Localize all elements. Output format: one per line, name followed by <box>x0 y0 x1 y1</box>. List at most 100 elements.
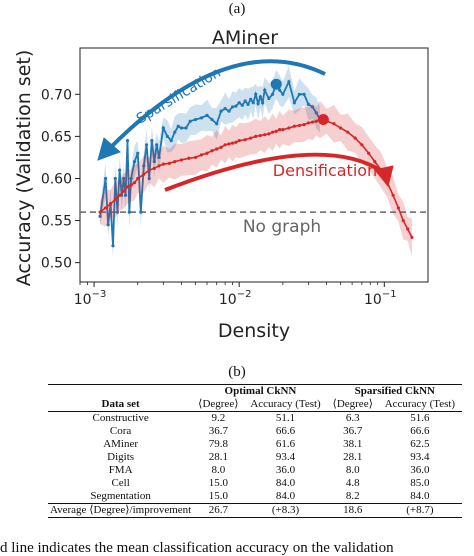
densification-point <box>109 202 113 206</box>
table-column-header-row: Data set ⟨Degree⟩ Accuracy (Test) ⟨Degre… <box>48 398 462 412</box>
cell-dataset: Segmentation <box>90 490 151 502</box>
cell-accuracy-optimal: 93.4 <box>275 451 296 463</box>
sparsification-point <box>287 80 291 84</box>
sparsification-point <box>152 160 156 164</box>
sparsification-point <box>147 176 151 181</box>
sparsification-point <box>314 111 318 115</box>
table-row: Cell 15.0 84.0 4.8 85.0 <box>48 477 462 490</box>
sparsification-point <box>243 99 247 103</box>
densification-point <box>258 133 262 138</box>
densification-point <box>152 166 156 170</box>
sparsification-point <box>258 95 262 99</box>
sparsification-point <box>173 130 177 134</box>
sparsification-point <box>199 116 204 120</box>
sparsification-point <box>111 244 115 248</box>
cell-degree-sparsified: 36.7 <box>343 425 363 437</box>
col-header-degree-optimal: ⟨Degree⟩ <box>198 398 239 410</box>
sparsification-point <box>188 119 192 123</box>
figure-caption: d line indicates the mean classification… <box>0 540 394 556</box>
x-tick-label: 10−1 <box>364 289 397 308</box>
group-header-sparsified: Sparsified CkNN <box>354 385 435 397</box>
chart-title: AMiner <box>212 27 278 49</box>
sparsification-point <box>179 126 184 130</box>
col-header-dataset: Data set <box>101 398 140 410</box>
sparsification-point <box>237 101 241 105</box>
sparsification-point <box>103 176 108 181</box>
y-tick-label: 0.70 <box>41 87 72 103</box>
densification-point <box>287 126 291 130</box>
y-tick-label: 0.50 <box>41 256 72 272</box>
table-row: Digits 28.1 93.4 28.1 93.4 <box>48 451 462 464</box>
sparsification-point <box>310 105 315 109</box>
densification-point <box>161 162 165 166</box>
sparsification-point <box>246 102 250 106</box>
densification-point <box>281 128 285 132</box>
sparsification-point <box>169 138 173 143</box>
densification-point <box>339 126 343 130</box>
sparsification-point <box>263 88 267 92</box>
sparsification-point <box>254 92 258 96</box>
cell-accuracy-sparsified: 84.0 <box>410 490 430 502</box>
cell-accuracy-optimal: 66.6 <box>275 425 296 437</box>
table-row: Segmentation 15.0 84.0 8.2 84.0 <box>48 490 462 504</box>
sparsification-point <box>124 193 128 197</box>
sparsification-point <box>113 176 117 181</box>
densification-point <box>346 130 350 134</box>
sparsification-point <box>193 117 198 122</box>
densification-point <box>373 160 377 164</box>
densification-point <box>147 168 151 172</box>
y-tick-label: 0.65 <box>41 129 72 145</box>
densification-point <box>271 130 275 134</box>
cell-dataset: AMiner <box>103 438 139 450</box>
sparsification-arrowhead <box>97 137 121 161</box>
plot-frame <box>79 47 429 283</box>
cell-degree-optimal: 9.2 <box>211 412 226 424</box>
table-group-header-row: Optimal CkNN Sparsified CkNN <box>48 384 462 399</box>
densification-annotation: Densification <box>273 161 377 180</box>
sparsification-point <box>161 126 165 130</box>
sparsification-point <box>215 122 219 126</box>
sparsification-point <box>150 138 154 143</box>
densification-point <box>249 136 253 140</box>
cell-degree-sparsified: 28.1 <box>343 451 363 463</box>
cell-dataset: FMA <box>108 464 133 476</box>
densification-point <box>401 218 405 223</box>
cell-degree-sparsified: 38.1 <box>343 438 363 450</box>
x-tick-label: 10−3 <box>74 289 107 308</box>
densification-point <box>179 158 184 162</box>
panel-b-label: (b) <box>228 364 246 380</box>
sparsification-point <box>240 103 244 107</box>
sparsification-point <box>165 134 169 138</box>
sparsification-point <box>129 176 133 181</box>
x-tick-label: 10−2 <box>219 289 252 308</box>
densification-point <box>215 147 219 151</box>
results-table-container: Optimal CkNN Sparsified CkNN Data set ⟨D… <box>48 384 462 518</box>
densification-point <box>314 119 318 123</box>
sparsification-point <box>256 101 260 106</box>
densification-point <box>360 143 364 147</box>
table-row: Cora 36.7 66.6 36.7 66.6 <box>48 425 462 438</box>
sparsification-point <box>306 102 311 106</box>
cell-summary-degree-sparsified: 18.6 <box>343 504 363 516</box>
cell-dataset: Digits <box>107 451 135 463</box>
densification-point <box>278 128 282 132</box>
col-header-degree-sparsified: ⟨Degree⟩ <box>332 398 373 410</box>
group-header-optimal: Optimal CkNN <box>224 385 297 397</box>
sparsification-point <box>230 105 235 109</box>
sparsification-point <box>267 96 271 101</box>
densification-point <box>125 185 130 189</box>
densification-point <box>227 142 231 146</box>
densification-point <box>210 149 214 153</box>
densification-point <box>367 151 371 155</box>
sparsification-point <box>115 210 120 214</box>
cell-degree-optimal: 79.8 <box>208 438 228 450</box>
sparsification-point <box>144 143 149 147</box>
sparsification-point <box>297 92 302 96</box>
cell-accuracy-optimal: 36.0 <box>275 464 296 476</box>
y-tick-label: 0.55 <box>41 214 72 230</box>
cell-summary-label: Average ⟨Degree⟩/improvement <box>50 504 192 516</box>
sparsification-point <box>271 92 275 96</box>
densification-point <box>142 172 146 176</box>
sparsification-point <box>122 176 126 181</box>
cell-degree-optimal: 28.1 <box>208 451 228 463</box>
